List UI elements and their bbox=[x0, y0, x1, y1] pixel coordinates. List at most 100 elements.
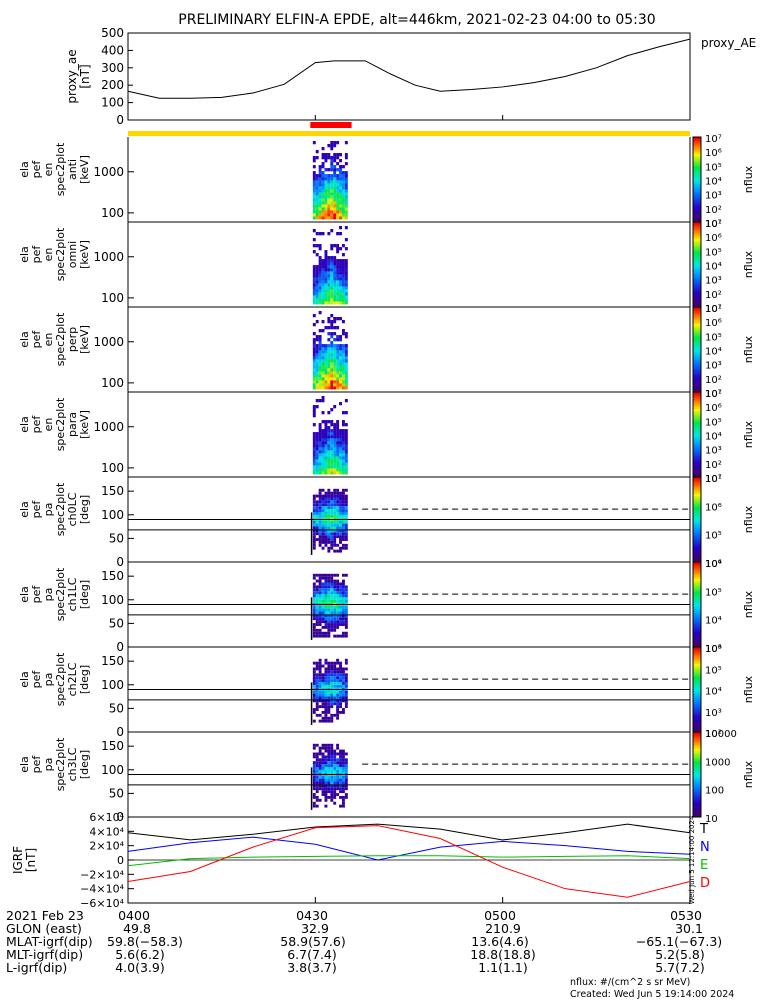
spec-cell bbox=[318, 582, 322, 586]
colorbar-segment bbox=[693, 345, 701, 348]
spec-cell bbox=[315, 781, 319, 785]
spec-cell bbox=[341, 596, 345, 600]
colorbar-segment bbox=[693, 568, 701, 571]
spec-cell bbox=[315, 183, 319, 187]
spec-cell bbox=[341, 781, 345, 785]
spec-cell bbox=[318, 207, 322, 211]
spec-cell bbox=[344, 383, 348, 387]
colorbar-segment bbox=[693, 164, 701, 168]
spec-cell bbox=[333, 298, 337, 302]
spec-cell bbox=[344, 386, 348, 390]
spec-cell bbox=[344, 506, 348, 510]
spec-cell bbox=[333, 540, 337, 544]
spec-cell bbox=[324, 713, 328, 717]
colorbar-segment bbox=[693, 638, 701, 642]
spec-cell bbox=[339, 710, 342, 714]
spec-cell bbox=[333, 183, 337, 187]
orbit-glon-v1: 32.9 bbox=[301, 921, 329, 936]
spec-cell bbox=[339, 784, 342, 788]
spec-cell bbox=[312, 667, 316, 671]
spec-cell bbox=[330, 761, 334, 765]
spec-cell bbox=[339, 804, 342, 808]
spec-cell bbox=[327, 207, 331, 211]
spec-cell bbox=[312, 250, 316, 254]
spec-cell bbox=[336, 769, 340, 773]
spec-cell bbox=[318, 310, 322, 315]
spec-cell bbox=[339, 526, 342, 530]
spec-cell bbox=[315, 702, 319, 706]
spec-ytick-label: 150 bbox=[101, 484, 124, 498]
spec-cell bbox=[330, 274, 334, 278]
spec-cell bbox=[330, 713, 334, 717]
spec-cell bbox=[312, 614, 316, 618]
spec-cell bbox=[312, 769, 316, 773]
spec-cell bbox=[327, 705, 331, 709]
spec-cell bbox=[321, 599, 325, 603]
spec-cell bbox=[318, 386, 322, 390]
colorbar-segment bbox=[693, 332, 701, 336]
spec-cell bbox=[318, 491, 322, 495]
spec-cell bbox=[321, 511, 325, 515]
spec-cell bbox=[344, 225, 348, 230]
spec-cell bbox=[315, 268, 319, 272]
spec-cell bbox=[315, 383, 319, 387]
spec-cell bbox=[315, 523, 319, 527]
spec-cell bbox=[341, 673, 345, 677]
spec-cell bbox=[315, 232, 319, 236]
spec-cell bbox=[315, 338, 319, 342]
spec-cell bbox=[315, 213, 319, 217]
spec-cell bbox=[344, 429, 348, 433]
colorbar-segment bbox=[693, 623, 701, 627]
spec-cell bbox=[339, 274, 342, 278]
spec-cell bbox=[339, 177, 342, 181]
spec-cell bbox=[341, 265, 345, 269]
spec-cell bbox=[341, 253, 345, 257]
spec-cell bbox=[339, 667, 342, 671]
spec-cell bbox=[321, 301, 325, 305]
spec-cell bbox=[330, 588, 334, 592]
spec-cell bbox=[327, 438, 331, 442]
spec-cell bbox=[330, 676, 334, 680]
spec-cell bbox=[321, 787, 325, 791]
spec-cell bbox=[339, 673, 342, 677]
spec-cell bbox=[336, 766, 340, 770]
spec-cell bbox=[324, 676, 328, 680]
spec-cell bbox=[324, 468, 328, 472]
spec-cell bbox=[327, 684, 331, 688]
colorbar-segment bbox=[693, 315, 701, 319]
spec-cell bbox=[341, 509, 345, 512]
spec-cell bbox=[336, 177, 340, 181]
spec-cell bbox=[344, 262, 348, 266]
spec-cell bbox=[321, 793, 325, 796]
spec-cell bbox=[321, 546, 325, 550]
spec-cell bbox=[330, 347, 334, 351]
colorbar-segment bbox=[693, 812, 701, 816]
spec-cell bbox=[336, 292, 340, 296]
orbit-glon-v2: 210.9 bbox=[485, 921, 521, 936]
spec-cell bbox=[327, 277, 331, 281]
spec-cell bbox=[318, 271, 322, 275]
footer-units: nflux: #/(cm^2 s sr MeV) bbox=[570, 977, 691, 988]
spec-cell bbox=[344, 605, 348, 609]
spec-cell bbox=[336, 743, 340, 747]
spec-cell bbox=[339, 614, 342, 618]
spec-cell bbox=[344, 423, 348, 427]
spec-cell bbox=[333, 529, 337, 533]
spec-cell bbox=[324, 710, 328, 714]
spec-cell bbox=[336, 599, 340, 603]
spec-cell bbox=[341, 216, 345, 220]
spec-cell bbox=[327, 177, 331, 181]
spec-cell bbox=[339, 540, 342, 544]
spec-cell bbox=[330, 344, 334, 348]
spec-cell bbox=[341, 690, 345, 694]
spec-cell bbox=[339, 165, 342, 169]
spec-cell bbox=[336, 377, 340, 381]
spec-cell bbox=[318, 617, 322, 621]
spec-cell bbox=[341, 573, 345, 577]
spec-cell bbox=[312, 313, 316, 318]
spec-cell bbox=[315, 588, 319, 592]
colorbar-segment bbox=[693, 194, 701, 197]
spec-cell bbox=[330, 758, 334, 762]
spec-cell bbox=[336, 271, 340, 275]
spec-cell bbox=[327, 617, 331, 621]
